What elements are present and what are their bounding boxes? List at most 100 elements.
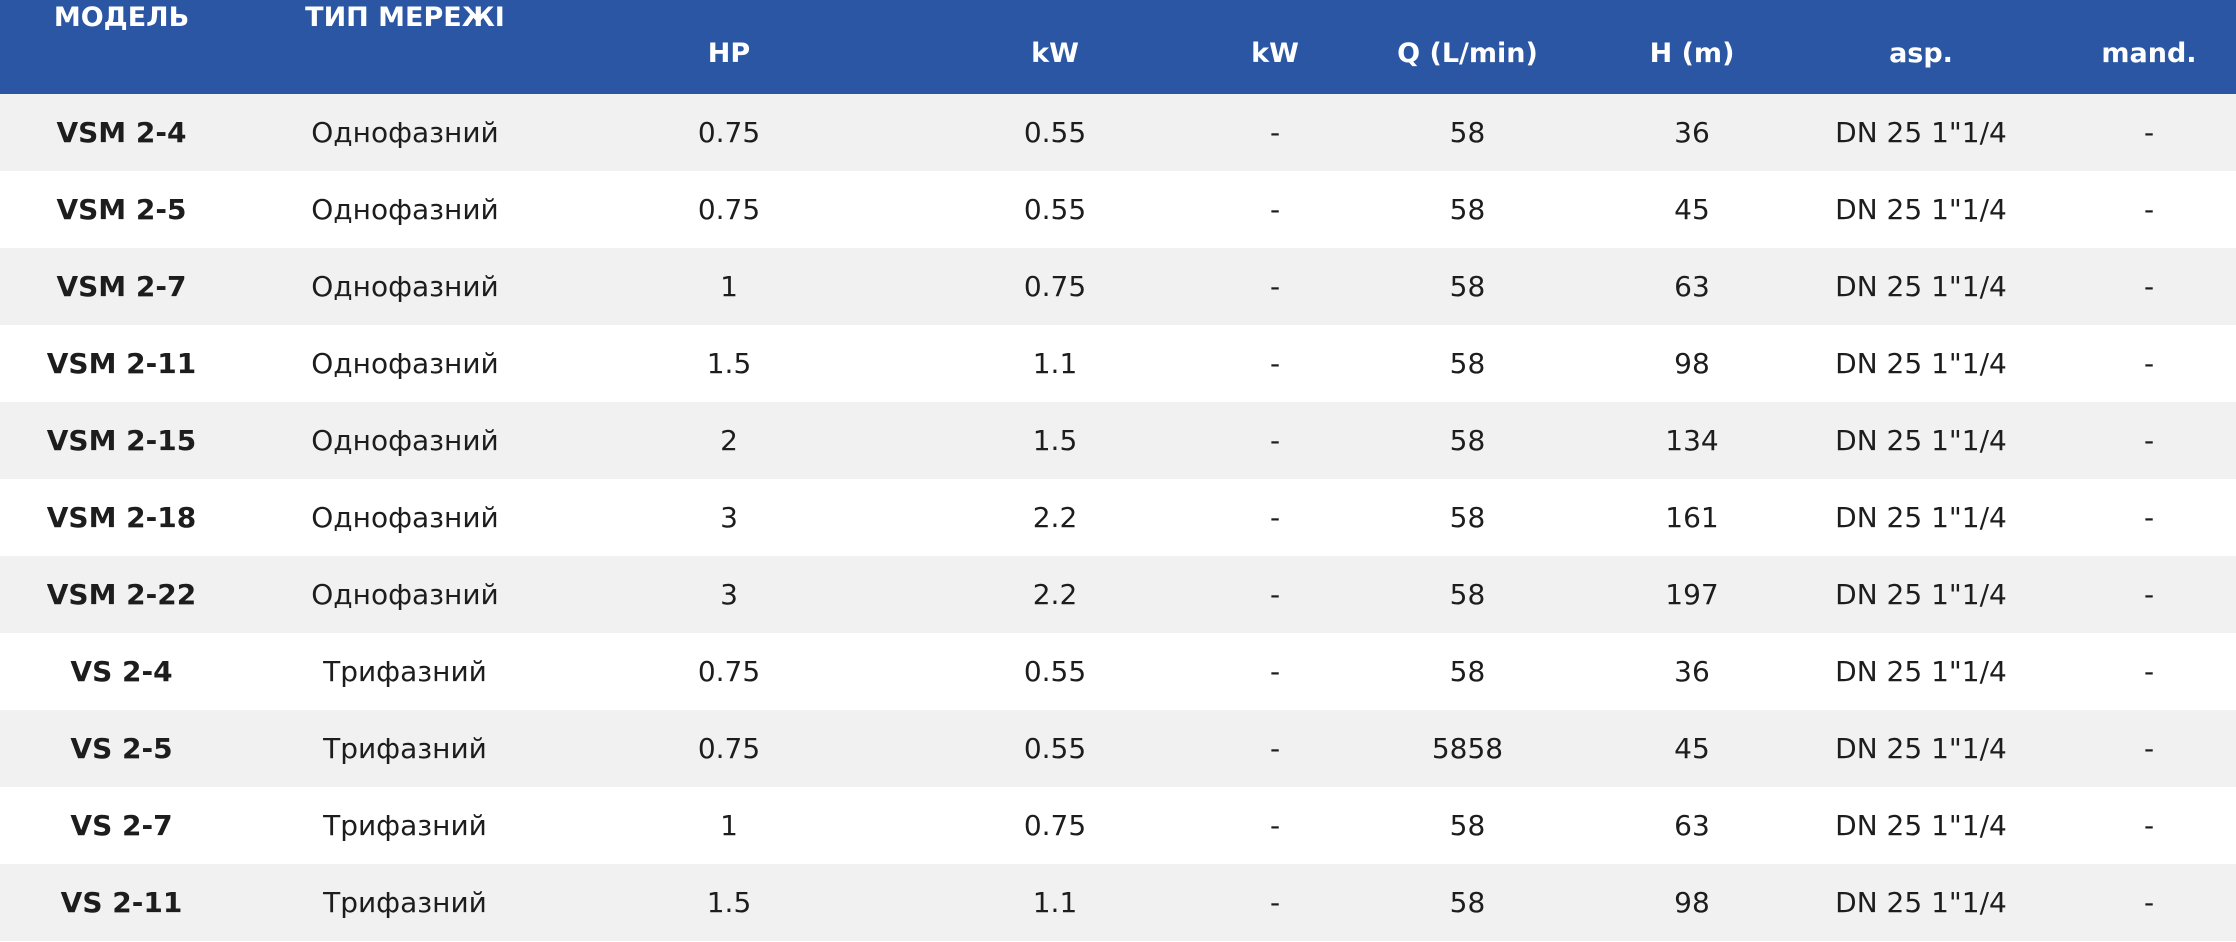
- cell-head: 197: [1665, 578, 1719, 611]
- table-row: VSM 2-18 Однофазний 3 2.2 - 58 161 DN 25 1"1/4 -: [0, 479, 2236, 556]
- table-row: VSM 2-11 Однофазний 1.5 1.1 - 58 98 DN 25 1"1/4…: [0, 325, 2236, 402]
- cell-hp: 1: [720, 809, 738, 842]
- cell-network-type: Однофазний: [311, 501, 499, 534]
- cell-network-type: Однофазний: [311, 424, 499, 457]
- cell-hp: 0.75: [697, 116, 761, 149]
- cell-suction: DN 25 1"1/4: [1835, 116, 2007, 149]
- table-row: VSM 2-4 Однофазний 0.75 0.55 - 58 36 DN 25 1"1/…: [0, 94, 2236, 171]
- cell-model: VSM 2-15: [46, 424, 197, 457]
- cell-kw: 0.55: [1023, 193, 1087, 226]
- cell-flow: 58: [1449, 578, 1486, 611]
- cell-head: 63: [1674, 809, 1710, 842]
- cell-delivery: -: [2143, 424, 2155, 457]
- header-suction: asp.: [1889, 38, 1953, 69]
- cell-kw: 0.55: [1023, 116, 1087, 149]
- cell-network-type: Однофазний: [311, 116, 499, 149]
- cell-hp: 3: [720, 501, 738, 534]
- cell-flow: 58: [1449, 501, 1486, 534]
- cell-suction: DN 25 1"1/4: [1835, 655, 2007, 688]
- cell-kw-2: -: [1269, 655, 1281, 688]
- cell-head: 45: [1674, 732, 1710, 765]
- cell-flow: 58: [1449, 270, 1486, 303]
- cell-flow: 58: [1449, 424, 1486, 457]
- cell-suction: DN 25 1"1/4: [1835, 193, 2007, 226]
- cell-network-type: Однофазний: [311, 347, 499, 380]
- cell-flow: 58: [1449, 886, 1486, 919]
- cell-delivery: -: [2143, 193, 2155, 226]
- cell-head: 161: [1665, 501, 1719, 534]
- header-kw-2: kW: [1251, 38, 1299, 69]
- cell-suction: DN 25 1"1/4: [1835, 424, 2007, 457]
- cell-delivery: -: [2143, 347, 2155, 380]
- cell-model: VS 2-4: [70, 655, 173, 688]
- cell-kw-2: -: [1269, 501, 1281, 534]
- cell-network-type: Трифазний: [323, 732, 487, 765]
- cell-suction: DN 25 1"1/4: [1835, 347, 2007, 380]
- cell-head: 98: [1674, 347, 1710, 380]
- cell-kw-2: -: [1269, 732, 1281, 765]
- cell-delivery: -: [2143, 270, 2155, 303]
- cell-kw-2: -: [1269, 270, 1281, 303]
- cell-suction: DN 25 1"1/4: [1835, 578, 2007, 611]
- cell-network-type: Однофазний: [311, 270, 499, 303]
- cell-kw-2: -: [1269, 424, 1281, 457]
- table-row: VS 2-5 Трифазний 0.75 0.55 - 5858 45 DN 25 1"1/…: [0, 710, 2236, 787]
- cell-flow: 58: [1449, 193, 1486, 226]
- cell-kw: 0.75: [1023, 809, 1087, 842]
- cell-hp: 2: [720, 424, 738, 457]
- header-hp: HP: [707, 38, 751, 69]
- cell-model: VSM 2-5: [56, 193, 187, 226]
- cell-delivery: -: [2143, 809, 2155, 842]
- cell-head: 63: [1674, 270, 1710, 303]
- cell-suction: DN 25 1"1/4: [1835, 501, 2007, 534]
- table-row: VS 2-11 Трифазний 1.5 1.1 - 58 98 DN 25 1"1/4 -: [0, 864, 2236, 941]
- cell-kw: 0.55: [1023, 732, 1087, 765]
- cell-model: VSM 2-22: [46, 578, 197, 611]
- cell-kw-2: -: [1269, 886, 1281, 919]
- cell-model: VS 2-11: [60, 886, 183, 919]
- table-row: VS 2-7 Трифазний 1 0.75 - 58 63 DN 25 1"1/4 -: [0, 787, 2236, 864]
- cell-hp: 0.75: [697, 732, 761, 765]
- cell-model: VS 2-5: [70, 732, 173, 765]
- header-head: H (m): [1649, 38, 1735, 69]
- cell-network-type: Трифазний: [323, 655, 487, 688]
- cell-suction: DN 25 1"1/4: [1835, 886, 2007, 919]
- cell-suction: DN 25 1"1/4: [1835, 270, 2007, 303]
- cell-kw-2: -: [1269, 347, 1281, 380]
- cell-delivery: -: [2143, 501, 2155, 534]
- table-row: VS 2-4 Трифазний 0.75 0.55 - 58 36 DN 25 1"1/4 -: [0, 633, 2236, 710]
- cell-model: VSM 2-11: [46, 347, 197, 380]
- table-body: VSM 2-4 Однофазний 0.75 0.55 - 58 36 DN 25 1"1/…: [0, 94, 2236, 941]
- cell-hp: 0.75: [697, 193, 761, 226]
- header-network-type: ТИП МЕРЕЖІ: [305, 2, 505, 33]
- cell-network-type: Однофазний: [311, 193, 499, 226]
- cell-kw-2: -: [1269, 193, 1281, 226]
- cell-delivery: -: [2143, 886, 2155, 919]
- cell-delivery: -: [2143, 732, 2155, 765]
- table-header-row: МОДЕЛЬ ТИП МЕРЕЖІ HP kW kW Q (L/min) H (…: [0, 0, 2236, 94]
- cell-network-type: Трифазний: [323, 809, 487, 842]
- cell-kw: 0.75: [1023, 270, 1087, 303]
- cell-delivery: -: [2143, 116, 2155, 149]
- cell-hp: 1.5: [706, 886, 752, 919]
- table-row: VSM 2-22 Однофазний 3 2.2 - 58 197 DN 25 1"1/4 -: [0, 556, 2236, 633]
- cell-kw: 1.1: [1032, 886, 1078, 919]
- cell-head: 45: [1674, 193, 1710, 226]
- cell-flow: 58: [1449, 116, 1486, 149]
- cell-suction: DN 25 1"1/4: [1835, 732, 2007, 765]
- cell-kw-2: -: [1269, 116, 1281, 149]
- table-row: VSM 2-5 Однофазний 0.75 0.55 - 58 45 DN 25 1"1/…: [0, 171, 2236, 248]
- cell-network-type: Трифазний: [323, 886, 487, 919]
- cell-network-type: Однофазний: [311, 578, 499, 611]
- cell-flow: 5858: [1431, 732, 1504, 765]
- cell-head: 98: [1674, 886, 1710, 919]
- cell-flow: 58: [1449, 347, 1486, 380]
- header-model: МОДЕЛЬ: [53, 2, 190, 33]
- cell-kw-2: -: [1269, 578, 1281, 611]
- cell-model: VSM 2-18: [46, 501, 197, 534]
- cell-head: 134: [1665, 424, 1719, 457]
- cell-kw: 0.55: [1023, 655, 1087, 688]
- cell-head: 36: [1674, 116, 1710, 149]
- cell-flow: 58: [1449, 655, 1486, 688]
- cell-kw: 2.2: [1032, 501, 1078, 534]
